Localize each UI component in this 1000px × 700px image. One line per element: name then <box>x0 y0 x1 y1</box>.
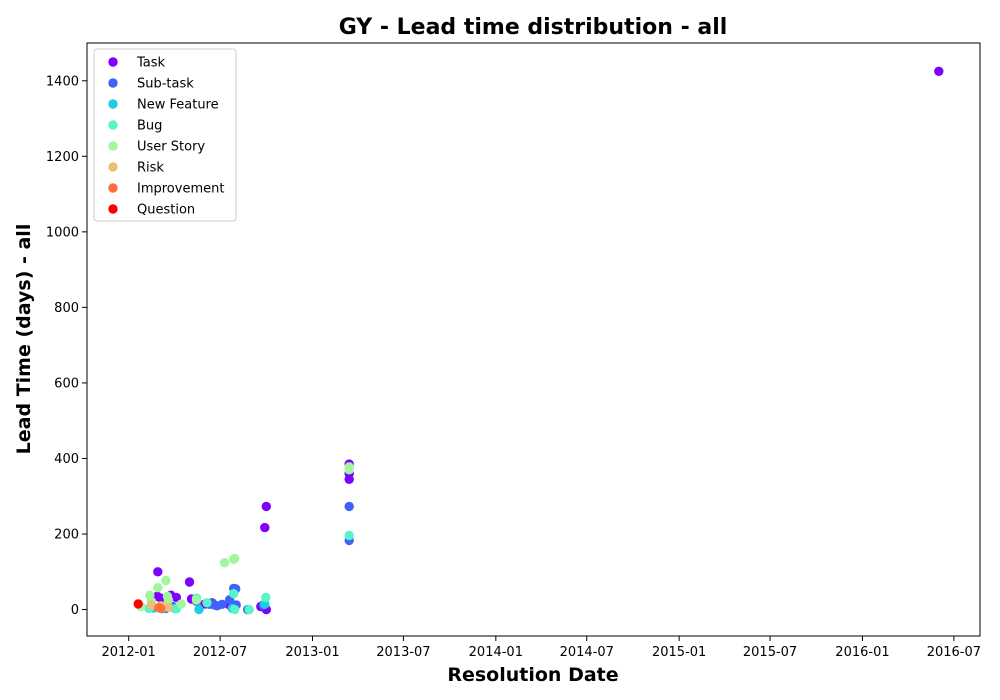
point-question <box>133 599 143 609</box>
y-tick-label: 400 <box>54 452 79 467</box>
point-bug <box>230 604 240 615</box>
legend-marker <box>108 78 118 88</box>
point-bug <box>229 589 239 599</box>
point-task <box>153 567 163 577</box>
point-task <box>171 592 182 603</box>
x-tick-label: 2013-07 <box>376 645 430 660</box>
point-task <box>260 522 270 533</box>
x-tick-label: 2012-07 <box>193 645 247 660</box>
point-improvement <box>156 603 166 614</box>
legend-label: New Feature <box>137 98 219 113</box>
y-axis: 0 200 400 600 800 1000 1200 1400 <box>46 74 87 618</box>
legend-box <box>93 48 237 222</box>
plot-frame <box>86 42 981 637</box>
x-tick-label: 2015-01 <box>652 645 706 660</box>
point-new-feature <box>194 604 204 615</box>
point-user-story <box>230 553 240 564</box>
legend-marker <box>108 99 118 109</box>
point-user-story <box>163 595 174 605</box>
point-task <box>934 66 944 77</box>
point-task <box>184 577 195 587</box>
legend-marker <box>108 57 118 67</box>
point-user-story <box>344 465 354 475</box>
point-bug <box>244 604 254 615</box>
x-tick-label: 2013-01 <box>285 645 339 660</box>
y-tick-label: 1400 <box>46 74 79 89</box>
x-tick-label: 2014-01 <box>469 645 523 660</box>
point-user-story <box>219 558 230 568</box>
legend-label: Question <box>137 203 195 218</box>
legend-marker <box>108 204 118 214</box>
point-task <box>344 474 354 484</box>
x-tick-label: 2012-01 <box>102 645 156 660</box>
point-sub-task <box>344 501 354 512</box>
point-bug <box>261 592 271 603</box>
point-user-story <box>191 595 202 605</box>
legend-marker <box>108 120 118 130</box>
y-tick-label: 200 <box>54 528 79 543</box>
point-user-story <box>161 575 171 586</box>
y-tick-label: 800 <box>54 301 79 316</box>
y-tick-label: 1000 <box>46 225 79 240</box>
legend-label: User Story <box>137 140 205 155</box>
legend-marker <box>108 141 118 151</box>
legend-label: Improvement <box>137 182 224 197</box>
chart-title: GY - Lead time distribution - all <box>339 15 728 40</box>
point-risk <box>163 602 174 612</box>
point-bug <box>344 530 354 541</box>
point-bug <box>202 598 212 608</box>
y-tick-label: 0 <box>71 603 79 618</box>
y-axis-label: Lead Time (days) - all <box>13 224 35 455</box>
legend-label: Bug <box>137 119 162 134</box>
legend-label: Sub-task <box>137 77 194 92</box>
x-tick-label: 2015-07 <box>743 645 797 660</box>
point-user-story <box>153 583 163 593</box>
point-user-story <box>176 599 187 609</box>
point-sub-task <box>217 599 227 609</box>
x-axis-label: Resolution Date <box>447 664 618 686</box>
y-tick-label: 1200 <box>46 150 79 165</box>
legend-label: Task <box>136 56 166 71</box>
x-tick-label: 2016-07 <box>927 645 981 660</box>
legend: Task Sub-task New Feature Bug User Story Risk… <box>93 48 237 222</box>
x-tick-label: 2014-07 <box>560 645 614 660</box>
legend-marker <box>108 162 118 172</box>
legend-marker <box>108 183 118 193</box>
x-axis: 2012-01 2012-07 2013-01 2013-07 2014-01 2014-… <box>102 636 981 660</box>
point-risk <box>146 600 156 610</box>
point-task <box>261 501 271 512</box>
y-tick-label: 600 <box>54 376 79 391</box>
legend-label: Risk <box>137 161 164 176</box>
x-tick-label: 2016-01 <box>835 645 889 660</box>
chart-marks <box>133 66 944 615</box>
